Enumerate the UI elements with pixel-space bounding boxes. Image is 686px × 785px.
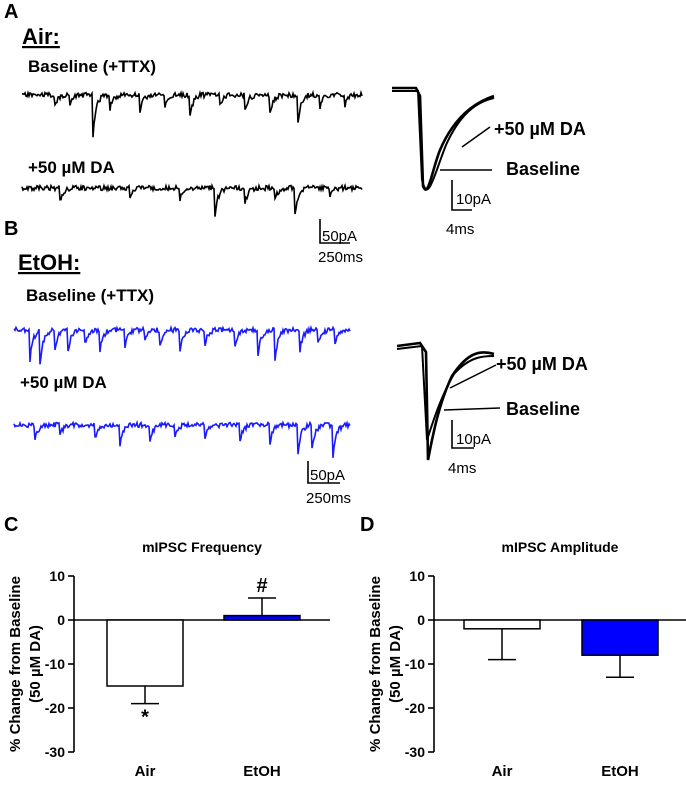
significance-mark: # [256, 575, 267, 597]
trace-scale-bar-b: 50pA 250ms [306, 461, 351, 507]
y-tick-label: -30 [45, 744, 65, 760]
avg-label-baseline-air: Baseline [506, 159, 580, 179]
chart-title: mIPSC Amplitude [502, 539, 619, 555]
y-axis-label-units: (50 µM DA) [27, 625, 44, 703]
trace-scale-time-b: 250ms [306, 490, 351, 507]
trace-label-da-air: +50 µM DA [28, 158, 115, 177]
bar-air [463, 619, 541, 630]
y-tick-label: 0 [57, 612, 65, 628]
panel-b: B EtOH: Baseline (+TTX) +50 µM DA 50pA 2… [4, 218, 588, 507]
avg-label-da-etoh: +50 µM DA [496, 354, 588, 374]
bar-etoh [223, 614, 301, 621]
y-tick-label: -20 [405, 700, 425, 716]
trace-scale-amp-a: 50pA [322, 228, 357, 245]
y-tick-label: 0 [417, 612, 425, 628]
trace-air-da [21, 182, 363, 217]
trace-scale-amp-b: 50pA [310, 467, 345, 484]
avg-scale-time-a: 4ms [446, 221, 474, 238]
current-trace-line [21, 182, 363, 217]
panel-letter-c: C [4, 514, 18, 536]
avg-label-da-air: +50 µM DA [494, 119, 586, 139]
current-trace-line [13, 324, 351, 365]
avg-scale-amp-a: 10pA [456, 191, 491, 208]
y-axis-label: % Change from Baseline [367, 576, 384, 752]
bar-air [106, 619, 184, 687]
x-category-label: EtOH [601, 763, 639, 780]
y-tick-label: 10 [49, 568, 65, 584]
panel-letter-b: B [4, 218, 18, 240]
current-trace-line [21, 89, 363, 138]
chart-mipsc-frequency: mIPSC Frequency % Change from Baseline (50… [7, 539, 330, 780]
avg-scale-time-b: 4ms [448, 460, 476, 477]
trace-etoh-baseline [13, 324, 351, 365]
group-label-air: Air: [22, 24, 60, 49]
significance-mark: * [141, 707, 149, 729]
trace-scale-time-a: 250ms [318, 249, 363, 266]
y-axis-label-units: (50 µM DA) [387, 625, 404, 703]
trace-label-baseline-air: Baseline (+TTX) [28, 57, 156, 76]
chart-mipsc-amplitude: mIPSC Amplitude % Change from Baseline (50… [367, 539, 686, 780]
x-category-label: Air [135, 763, 156, 780]
y-tick-label: 10 [409, 568, 425, 584]
avg-mipsc-air: +50 µM DA Baseline 10pA 4ms [392, 86, 586, 238]
group-label-etoh: EtOH: [18, 250, 80, 275]
trace-air-baseline [21, 89, 363, 138]
bar-etoh [581, 619, 659, 656]
panel-letter-d: D [360, 514, 374, 536]
trace-etoh-da [13, 419, 351, 458]
y-tick-label: -20 [45, 700, 65, 716]
y-tick-label: -30 [405, 744, 425, 760]
trace-label-da-etoh: +50 µM DA [20, 373, 107, 392]
y-tick-label: -10 [405, 656, 425, 672]
x-category-label: Air [492, 763, 513, 780]
y-axis-label: % Change from Baseline [7, 576, 24, 752]
avg-scale-amp-b: 10pA [456, 431, 491, 448]
panel-letter-a: A [4, 1, 18, 23]
avg-mipsc-etoh: +50 µM DA Baseline 10pA 4ms [396, 341, 588, 477]
panel-a: A Air: Baseline (+TTX) +50 µM DA 50pA 25… [4, 1, 586, 266]
current-trace-line [13, 419, 351, 458]
x-category-label: EtOH [243, 763, 281, 780]
chart-title: mIPSC Frequency [142, 539, 262, 555]
avg-label-baseline-etoh: Baseline [506, 399, 580, 419]
trace-scale-bar-a: 50pA 250ms [318, 219, 363, 266]
trace-label-baseline-etoh: Baseline (+TTX) [26, 286, 154, 305]
y-tick-label: -10 [45, 656, 65, 672]
